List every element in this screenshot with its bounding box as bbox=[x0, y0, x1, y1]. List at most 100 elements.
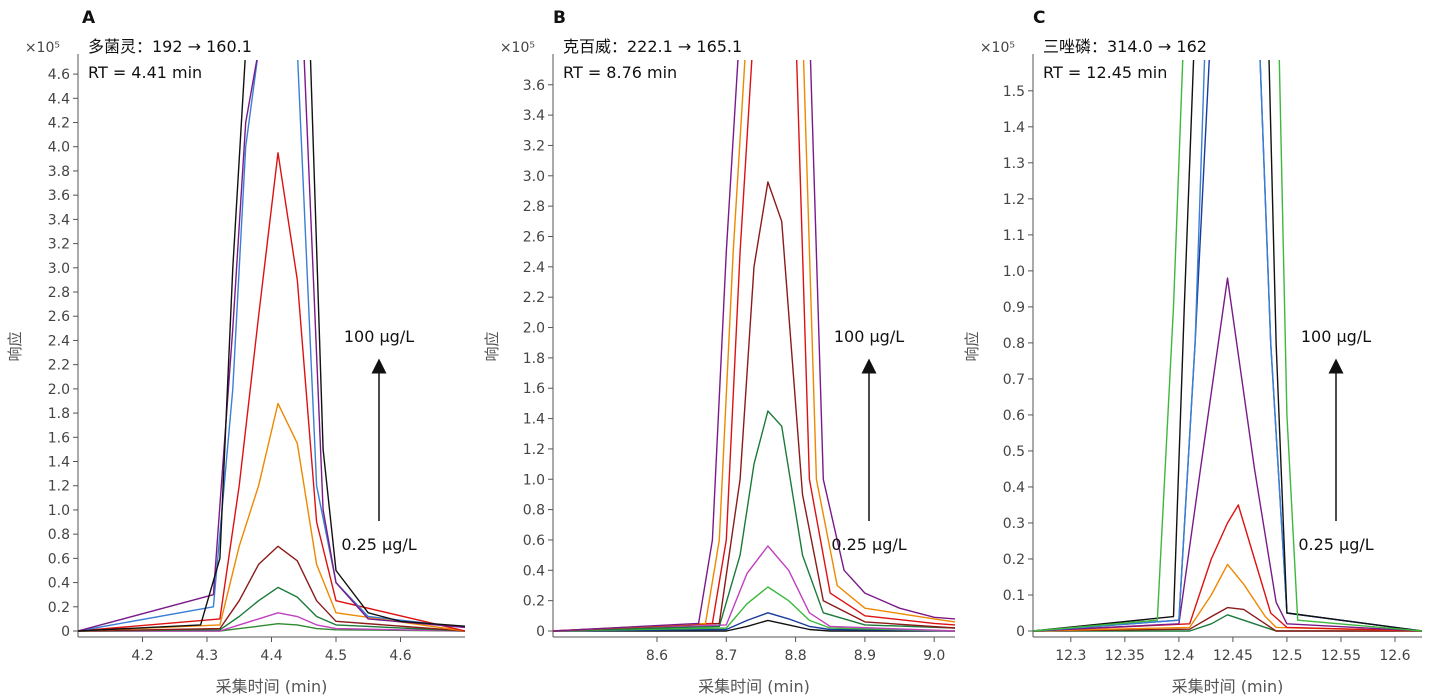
series-line bbox=[78, 623, 465, 632]
y-tick-label: 3.4 bbox=[48, 212, 70, 228]
series-group bbox=[1033, 60, 1422, 632]
series-line bbox=[1033, 60, 1422, 632]
series-line bbox=[1033, 60, 1422, 632]
x-tick-label: 4.2 bbox=[131, 648, 153, 664]
series-line bbox=[553, 619, 955, 632]
y-tick-label: 1.8 bbox=[523, 351, 545, 367]
series-line bbox=[1033, 563, 1422, 632]
y-tick-label: 2.6 bbox=[523, 229, 545, 245]
series-line bbox=[553, 545, 955, 632]
annotation-high-concentration: 100 µg/L bbox=[344, 327, 414, 346]
y-tick-label: 0.2 bbox=[1003, 552, 1025, 568]
x-tick-label: 8.8 bbox=[784, 648, 806, 664]
y-tick-label: 4.4 bbox=[48, 91, 70, 107]
panel-label: A bbox=[82, 8, 96, 28]
series-group bbox=[553, 60, 955, 632]
chart-panel-a: 0 0.2 0.4 0.6 0.8 1.0 1.2 1.4 1.6 1.8 2.0 2.2 2.4 2.6… bbox=[6, 8, 465, 696]
y-tick-label: 0.8 bbox=[1003, 336, 1025, 352]
y-axis-label: 响应 bbox=[483, 331, 501, 361]
series-line bbox=[78, 402, 465, 632]
y-tick-label: 0.6 bbox=[1003, 408, 1025, 424]
scale-factor-label: ×10⁵ bbox=[500, 40, 535, 56]
series-line bbox=[553, 586, 955, 632]
series-group bbox=[78, 60, 465, 632]
annotation-low-concentration: 0.25 µg/L bbox=[1298, 535, 1373, 554]
series-line bbox=[553, 181, 955, 632]
y-tick-label: 1.8 bbox=[48, 406, 70, 422]
y-tick-label: 2.8 bbox=[48, 285, 70, 301]
series-line bbox=[78, 586, 465, 632]
x-tick-label: 12.3 bbox=[1055, 648, 1086, 664]
y-tick-label: 1.2 bbox=[523, 442, 545, 458]
x-tick-label: 9.0 bbox=[923, 648, 945, 664]
x-tick-label: 4.3 bbox=[196, 648, 218, 664]
x-tick-label: 12.45 bbox=[1213, 648, 1253, 664]
x-tick-label: 12.4 bbox=[1163, 648, 1194, 664]
series-line bbox=[553, 60, 955, 632]
y-tick-label: 0.4 bbox=[1003, 480, 1025, 496]
series-line bbox=[78, 612, 465, 632]
x-tick-label: 12.6 bbox=[1379, 648, 1410, 664]
x-axis-label: 采集时间 (min) bbox=[1172, 677, 1284, 696]
x-tick-label: 12.35 bbox=[1105, 648, 1145, 664]
annotation-low-concentration: 0.25 µg/L bbox=[831, 535, 906, 554]
chart-title: 多菌灵：192 → 160.1 bbox=[88, 37, 252, 56]
chart-panel-b: 0 0.2 0.4 0.6 0.8 1.0 1.2 1.4 1.6 1.8 2.0 2.2 2.4 2.6… bbox=[483, 8, 955, 696]
chart-subtitle: RT = 12.45 min bbox=[1043, 63, 1167, 82]
y-tick-label: 3.6 bbox=[48, 188, 70, 204]
y-tick-label: 0.4 bbox=[48, 576, 70, 592]
y-tick-label: 3.0 bbox=[48, 261, 70, 277]
y-tick-label: 2.0 bbox=[48, 382, 70, 398]
chart-subtitle: RT = 8.76 min bbox=[563, 63, 677, 82]
x-tick-label: 8.6 bbox=[646, 648, 668, 664]
y-tick-label: 3.6 bbox=[523, 78, 545, 94]
y-tick-label: 0.7 bbox=[1003, 372, 1025, 388]
x-axis-label: 采集时间 (min) bbox=[216, 677, 328, 696]
y-tick-label: 1.2 bbox=[1003, 192, 1025, 208]
y-tick-label: 1.0 bbox=[1003, 264, 1025, 280]
y-tick-label: 0 bbox=[61, 624, 70, 640]
panel-label: B bbox=[553, 8, 566, 28]
chart-panel-c: 0 0.1 0.2 0.3 0.4 0.5 0.6 0.7 0.8 0.9 1.0 1.1 1.2 1.3… bbox=[963, 8, 1422, 696]
series-line bbox=[78, 545, 465, 632]
x-tick-label: 4.6 bbox=[389, 648, 411, 664]
y-tick-label: 1.6 bbox=[48, 430, 70, 446]
y-tick-label: 1.4 bbox=[1003, 120, 1025, 136]
y-tick-label: 2.4 bbox=[48, 333, 70, 349]
series-line bbox=[553, 410, 955, 632]
y-tick-label: 1.3 bbox=[1003, 156, 1025, 172]
series-line bbox=[553, 612, 955, 632]
y-tick-label: 2.8 bbox=[523, 199, 545, 215]
y-tick-label: 0.2 bbox=[48, 600, 70, 616]
y-tick-label: 0 bbox=[1016, 624, 1025, 640]
y-tick-label: 1.5 bbox=[1003, 84, 1025, 100]
x-tick-label: 4.5 bbox=[325, 648, 347, 664]
y-tick-label: 1.0 bbox=[48, 503, 70, 519]
y-tick-label: 3.4 bbox=[523, 108, 545, 124]
series-line bbox=[1033, 60, 1422, 632]
x-tick-label: 12.55 bbox=[1321, 648, 1361, 664]
series-line bbox=[78, 60, 465, 632]
annotation-low-concentration: 0.25 µg/L bbox=[341, 535, 416, 554]
annotation-high-concentration: 100 µg/L bbox=[1301, 327, 1371, 346]
x-axis-label: 采集时间 (min) bbox=[698, 677, 810, 696]
series-line bbox=[78, 152, 465, 632]
y-tick-label: 0.5 bbox=[1003, 444, 1025, 460]
y-tick-label: 1.2 bbox=[48, 479, 70, 495]
y-tick-label: 0.8 bbox=[48, 527, 70, 543]
y-axis-label: 响应 bbox=[6, 331, 24, 361]
y-tick-label: 2.4 bbox=[523, 260, 545, 276]
x-tick-label: 4.4 bbox=[260, 648, 282, 664]
y-tick-label: 2.2 bbox=[48, 358, 70, 374]
y-axis-label: 响应 bbox=[963, 331, 981, 361]
series-line bbox=[1033, 277, 1422, 632]
panel-label: C bbox=[1033, 8, 1045, 28]
y-tick-label: 0.6 bbox=[523, 533, 545, 549]
chart-title: 三唑磷：314.0 → 162 bbox=[1043, 37, 1207, 56]
y-tick-label: 0.2 bbox=[523, 594, 545, 610]
y-tick-label: 0.9 bbox=[1003, 300, 1025, 316]
y-tick-label: 3.8 bbox=[48, 164, 70, 180]
y-tick-label: 3.2 bbox=[48, 237, 70, 253]
series-line bbox=[1033, 504, 1422, 632]
